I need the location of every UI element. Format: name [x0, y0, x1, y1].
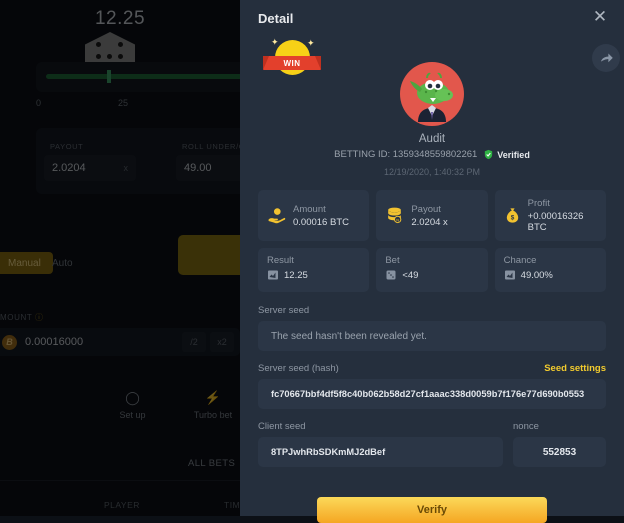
stat-label-chance: Chance [503, 255, 537, 266]
stats-row-primary: Amount 0.00016 BTC N Payout 2.0204 x [258, 190, 606, 241]
win-medal-icon: ✦ ✦ WIN [263, 37, 321, 86]
chart-icon [504, 270, 515, 280]
half-bet-button[interactable]: /2 [182, 332, 206, 352]
win-label: WIN [263, 56, 321, 70]
svg-text:$: $ [510, 215, 514, 222]
stat-value-bet: <49 [402, 269, 419, 281]
gear-icon: ◯ [125, 390, 140, 405]
modal-title: Detail [258, 10, 294, 26]
stat-label-amount: Amount [293, 203, 326, 215]
server-seed-hash-header: Server seed (hash) Seed settings [258, 363, 606, 374]
setup-button[interactable]: ◯ Set up [105, 390, 160, 420]
hand-coin-icon [268, 208, 286, 224]
server-seed-hash-label: Server seed (hash) [258, 363, 339, 374]
stat-value-payout: 2.0204 x [411, 216, 448, 228]
chart-icon [268, 270, 278, 280]
axis-tick-1: 25 [118, 98, 129, 108]
slider-track [46, 74, 266, 79]
slider-knob[interactable] [107, 70, 111, 83]
stat-card-payout: N Payout 2.0204 x [376, 190, 488, 241]
seed-settings-link[interactable]: Seed settings [544, 363, 606, 374]
amount-label-text: MOUNT [0, 313, 33, 322]
nonce-group: nonce 552853 [513, 421, 606, 467]
modal-body: ✦ ✦ WIN [240, 36, 624, 523]
all-bets-tab[interactable]: ALL BETS [188, 458, 236, 469]
stat-card-bet: Bet <49 [376, 248, 488, 292]
tab-auto[interactable]: Auto [52, 257, 73, 269]
crocodile-avatar [400, 62, 464, 126]
svg-text:N: N [397, 217, 400, 222]
close-icon[interactable]: ✕ [592, 7, 608, 26]
info-icon[interactable]: ⓘ [35, 313, 44, 322]
shield-check-icon [485, 149, 493, 160]
client-seed-field[interactable]: 8TPJwhRbSDKmMJ2dBef [258, 437, 503, 467]
client-seed-nonce-row: Client seed 8TPJwhRbSDKmMJ2dBef nonce 55… [258, 421, 606, 467]
coin-stack-icon: N [388, 207, 402, 224]
payout-label: PAYOUT [50, 142, 84, 151]
money-bag-icon: $ [506, 208, 518, 223]
stat-label-profit: Profit [527, 198, 550, 209]
payout-suffix: x [123, 163, 129, 173]
stat-value-profit: +0.00016326 BTC [527, 211, 584, 233]
betting-id-row: BETTING ID: 1359348559802261 Verified [258, 149, 606, 160]
nonce-field[interactable]: 552853 [513, 437, 606, 467]
stat-value-chance: 49.00% [520, 269, 553, 281]
roll-slider[interactable] [36, 62, 266, 92]
stat-label-result: Result [267, 255, 294, 266]
dice-result-value: 12.25 [94, 8, 146, 29]
stat-value-amount: 0.00016 BTC [293, 216, 349, 228]
payout-input[interactable]: 2.0204 x [44, 155, 136, 181]
modal-header: Detail ✕ [240, 0, 624, 36]
stat-card-chance: Chance 49.00% [494, 248, 606, 292]
roll-value: 49.00 [184, 162, 212, 174]
stat-label-payout: Payout [411, 203, 441, 215]
profile-section: Audit BETTING ID: 1359348559802261 Verif… [258, 36, 606, 177]
payout-value: 2.0204 [52, 162, 86, 174]
btc-icon: B [2, 334, 17, 350]
stats-row-secondary: Result 12.25 Bet [258, 248, 606, 292]
server-seed-label: Server seed [258, 305, 310, 316]
slider-axis: 0 25 [36, 98, 236, 108]
share-icon[interactable] [592, 44, 620, 72]
client-seed-label: Client seed [258, 421, 306, 432]
stat-value-result: 12.25 [284, 269, 308, 281]
table-header-time: TIM [224, 500, 241, 510]
betting-id: BETTING ID: 1359348559802261 [334, 149, 478, 160]
server-seed-field: The seed hasn't been revealed yet. [258, 321, 606, 351]
divider [0, 480, 240, 481]
axis-tick-0: 0 [36, 98, 42, 108]
stat-card-profit: $ Profit +0.00016326 BTC [494, 190, 606, 241]
detail-modal: Detail ✕ ✦ ✦ WIN [240, 0, 624, 523]
status-badge: Verified [483, 149, 530, 160]
bet-timestamp: 12/19/2020, 1:40:32 PM [383, 167, 481, 177]
lightning-icon: ⚡ [204, 390, 222, 405]
server-seed-hash-field[interactable]: fc70667bbf4df5f8c40b062b58d27cf1aaac338d… [258, 379, 606, 409]
verified-label: Verified [497, 149, 530, 160]
verify-button[interactable]: Verify [317, 497, 547, 523]
amount-value: 0.00016000 [25, 336, 84, 348]
table-header-player: PLAYER [104, 500, 140, 510]
client-seed-group: Client seed 8TPJwhRbSDKmMJ2dBef [258, 421, 503, 467]
dice-icon [386, 270, 396, 280]
profile-name: Audit [418, 133, 446, 145]
stat-label-bet: Bet [385, 255, 400, 266]
stat-card-result: Result 12.25 [258, 248, 370, 292]
roll-label: ROLL UNDER/OVER [182, 142, 263, 151]
turbo-bet-button[interactable]: ⚡ Turbo bet [184, 390, 242, 420]
nonce-label: nonce [513, 421, 539, 432]
turbo-label: Turbo bet [193, 410, 233, 420]
amount-label: MOUNT ⓘ [0, 312, 44, 323]
double-bet-button[interactable]: x2 [210, 332, 234, 352]
stat-card-amount: Amount 0.00016 BTC [258, 190, 370, 241]
tab-manual[interactable]: Manual [0, 252, 53, 274]
setup-label: Set up [119, 410, 146, 420]
